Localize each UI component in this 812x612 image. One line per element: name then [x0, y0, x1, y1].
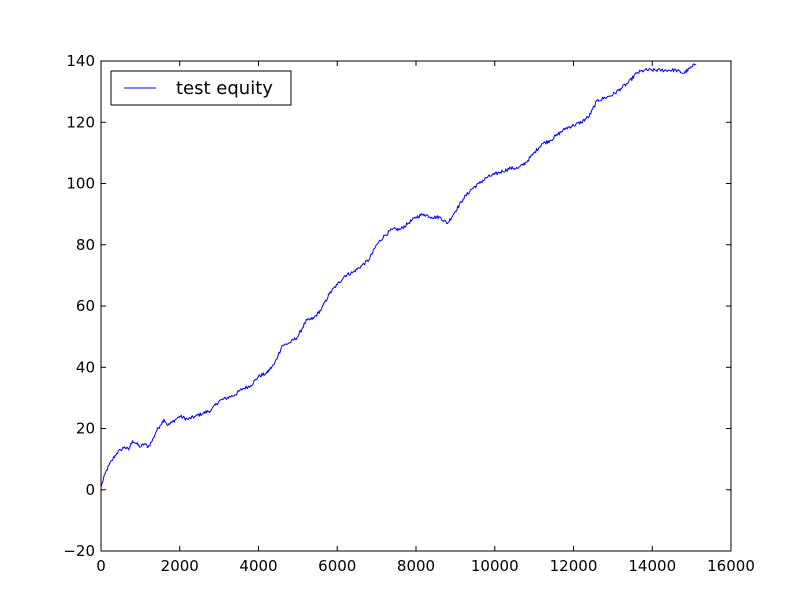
x-tick-label: 8000	[397, 557, 435, 575]
y-tick-label: 140	[66, 52, 95, 70]
y-tick-label: 120	[66, 113, 95, 131]
legend-label-test-equity: test equity	[176, 78, 273, 99]
x-tick-label: 2000	[161, 557, 199, 575]
x-tick-label: 12000	[550, 557, 598, 575]
y-tick-label: −20	[63, 542, 95, 560]
y-tick-label: 20	[76, 420, 95, 438]
y-tick-label: 0	[85, 481, 95, 499]
legend: test equity	[110, 70, 292, 106]
x-tick-label: 4000	[239, 557, 277, 575]
y-tick-label: 80	[76, 236, 95, 254]
axes-frame	[100, 60, 732, 552]
ticks-layer: 0 2000 4000 6000 8000 10000 12000 14000 16000 −20…	[63, 52, 755, 575]
y-tick-label: 100	[66, 175, 95, 193]
plot-area	[101, 61, 731, 551]
x-tick-label: 6000	[318, 557, 356, 575]
y-tick-label: 60	[76, 297, 95, 315]
x-tick-label: 10000	[471, 557, 519, 575]
y-tick-label: 40	[76, 358, 95, 376]
series-line-test-equity	[100, 63, 696, 487]
series-layer	[100, 63, 696, 487]
x-tick-label: 16000	[707, 557, 755, 575]
x-tick-label: 14000	[628, 557, 676, 575]
x-tick-label: 0	[96, 557, 106, 575]
